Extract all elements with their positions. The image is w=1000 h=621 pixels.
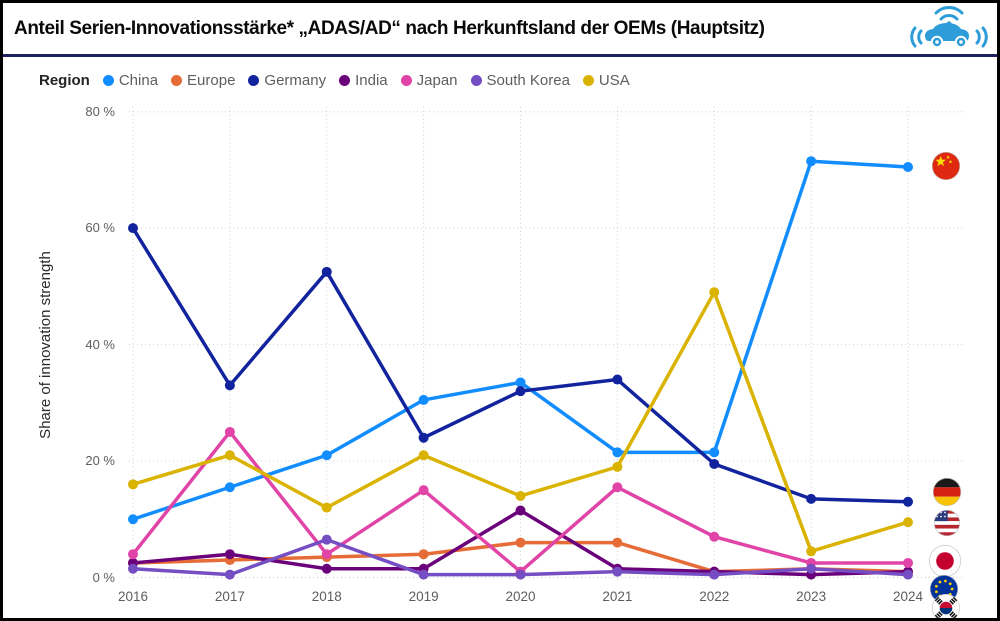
data-point-germany-2021[interactable] [612, 374, 623, 385]
data-point-usa-2016[interactable] [128, 479, 138, 490]
data-point-china-2020[interactable] [515, 377, 526, 388]
legend-item-germany[interactable]: Germany [248, 72, 326, 89]
chart-canvas [128, 106, 962, 618]
data-point-india-2018[interactable] [321, 563, 332, 574]
legend-label: South Korea [486, 71, 570, 89]
data-point-germany-2023[interactable] [806, 493, 817, 504]
legend-swatch-europe [171, 74, 183, 86]
data-point-south-korea-2022[interactable] [709, 569, 720, 580]
data-point-germany-2019[interactable] [418, 432, 429, 443]
data-point-china-2018[interactable] [321, 450, 332, 461]
x-tick-2020: 2020 [505, 589, 536, 604]
legend-item-india[interactable]: India [339, 72, 388, 89]
data-point-south-korea-2019[interactable] [418, 569, 429, 580]
data-point-japan-2024[interactable] [903, 557, 913, 568]
flag-japan [929, 545, 961, 577]
data-point-japan-2019[interactable] [418, 485, 429, 496]
legend-label: Germany [264, 71, 327, 89]
data-point-china-2022[interactable] [709, 447, 720, 458]
data-point-south-korea-2018[interactable] [321, 534, 332, 545]
x-tick-2022: 2022 [699, 589, 730, 604]
x-tick-2024: 2024 [892, 589, 924, 604]
data-point-germany-2018[interactable] [321, 266, 332, 277]
data-point-japan-2021[interactable] [612, 482, 623, 493]
data-point-china-2021[interactable] [612, 447, 623, 458]
data-point-germany-2024[interactable] [903, 496, 913, 507]
data-point-germany-2016[interactable] [128, 223, 138, 234]
data-point-germany-2022[interactable] [709, 458, 720, 469]
y-tick-40%: 40 % [85, 336, 115, 352]
data-point-japan-2022[interactable] [709, 531, 720, 542]
data-point-europe-2021[interactable] [612, 537, 623, 548]
data-point-japan-2016[interactable] [128, 549, 138, 560]
data-point-india-2020[interactable] [515, 505, 526, 516]
legend-label: Japan [416, 71, 458, 89]
data-point-south-korea-2021[interactable] [612, 566, 623, 577]
x-tick-2023: 2023 [796, 589, 827, 604]
title-bar: Anteil Serien-Innovationsstärke* „ADAS/A… [3, 3, 997, 57]
data-point-india-2017[interactable] [224, 549, 235, 560]
data-point-usa-2019[interactable] [418, 450, 429, 461]
connected-car-icon [910, 6, 988, 49]
x-tick-2018: 2018 [311, 589, 342, 604]
data-point-europe-2019[interactable] [418, 549, 429, 560]
data-point-usa-2021[interactable] [612, 461, 623, 472]
x-tick-2016: 2016 [117, 589, 149, 604]
data-point-china-2017[interactable] [224, 482, 235, 493]
data-point-usa-2022[interactable] [709, 287, 720, 298]
y-axis-title: Share of innovation strength [37, 251, 54, 439]
data-point-japan-2017[interactable] [224, 426, 235, 437]
legend-swatch-usa [582, 74, 594, 86]
y-tick-20%: 20 % [85, 453, 115, 469]
y-tick-0%: 0 % [92, 569, 115, 585]
data-point-south-korea-2024[interactable] [903, 569, 913, 580]
y-tick-60%: 60 % [85, 220, 115, 236]
data-point-south-korea-2017[interactable] [224, 569, 235, 580]
legend-swatch-japan [400, 74, 412, 86]
data-point-germany-2017[interactable] [224, 380, 235, 391]
data-point-japan-2018[interactable] [321, 549, 332, 560]
flag-germany [933, 478, 961, 506]
legend-item-china[interactable]: China [102, 71, 159, 89]
legend-label: China [118, 71, 159, 89]
data-point-usa-2023[interactable] [806, 546, 817, 557]
data-point-south-korea-2020[interactable] [515, 569, 526, 580]
data-point-china-2019[interactable] [418, 394, 429, 405]
legend-item-japan[interactable]: Japan [400, 71, 458, 89]
data-point-europe-2020[interactable] [515, 537, 526, 548]
legend-swatch-germany [248, 74, 260, 86]
x-tick-2017: 2017 [214, 589, 245, 604]
legend-item-usa[interactable]: USA [582, 71, 630, 89]
flag-usa [934, 510, 960, 536]
legend-swatch-china [102, 74, 114, 86]
legend-label: USA [598, 71, 630, 89]
flag-china [932, 152, 960, 180]
flag-south-korea [932, 594, 960, 618]
page-title: Anteil Serien-Innovationsstärke* „ADAS/A… [14, 17, 765, 39]
legend-swatch-south-korea [470, 74, 482, 86]
data-point-usa-2024[interactable] [903, 517, 913, 528]
data-point-germany-2020[interactable] [515, 386, 526, 397]
legend-item-south-korea[interactable]: South Korea [470, 71, 570, 89]
legend-swatch-india [339, 74, 351, 86]
chart-legend: Region China Europe Germany India Japan South… [39, 67, 630, 93]
data-point-china-2016[interactable] [128, 514, 138, 525]
legend-label: Europe [187, 71, 236, 89]
x-tick-2019: 2019 [408, 589, 439, 604]
data-point-usa-2017[interactable] [224, 450, 235, 461]
data-point-china-2024[interactable] [903, 162, 913, 173]
data-point-usa-2020[interactable] [515, 490, 526, 501]
data-point-china-2023[interactable] [806, 156, 817, 167]
data-point-south-korea-2016[interactable] [128, 563, 138, 574]
data-point-south-korea-2023[interactable] [806, 563, 817, 574]
legend-label: India [355, 71, 388, 89]
y-tick-80%: 80 % [85, 103, 115, 119]
x-tick-2021: 2021 [602, 589, 633, 604]
legend-item-europe[interactable]: Europe [171, 72, 235, 89]
data-point-usa-2018[interactable] [321, 502, 332, 513]
legend-title: Region [39, 71, 90, 89]
